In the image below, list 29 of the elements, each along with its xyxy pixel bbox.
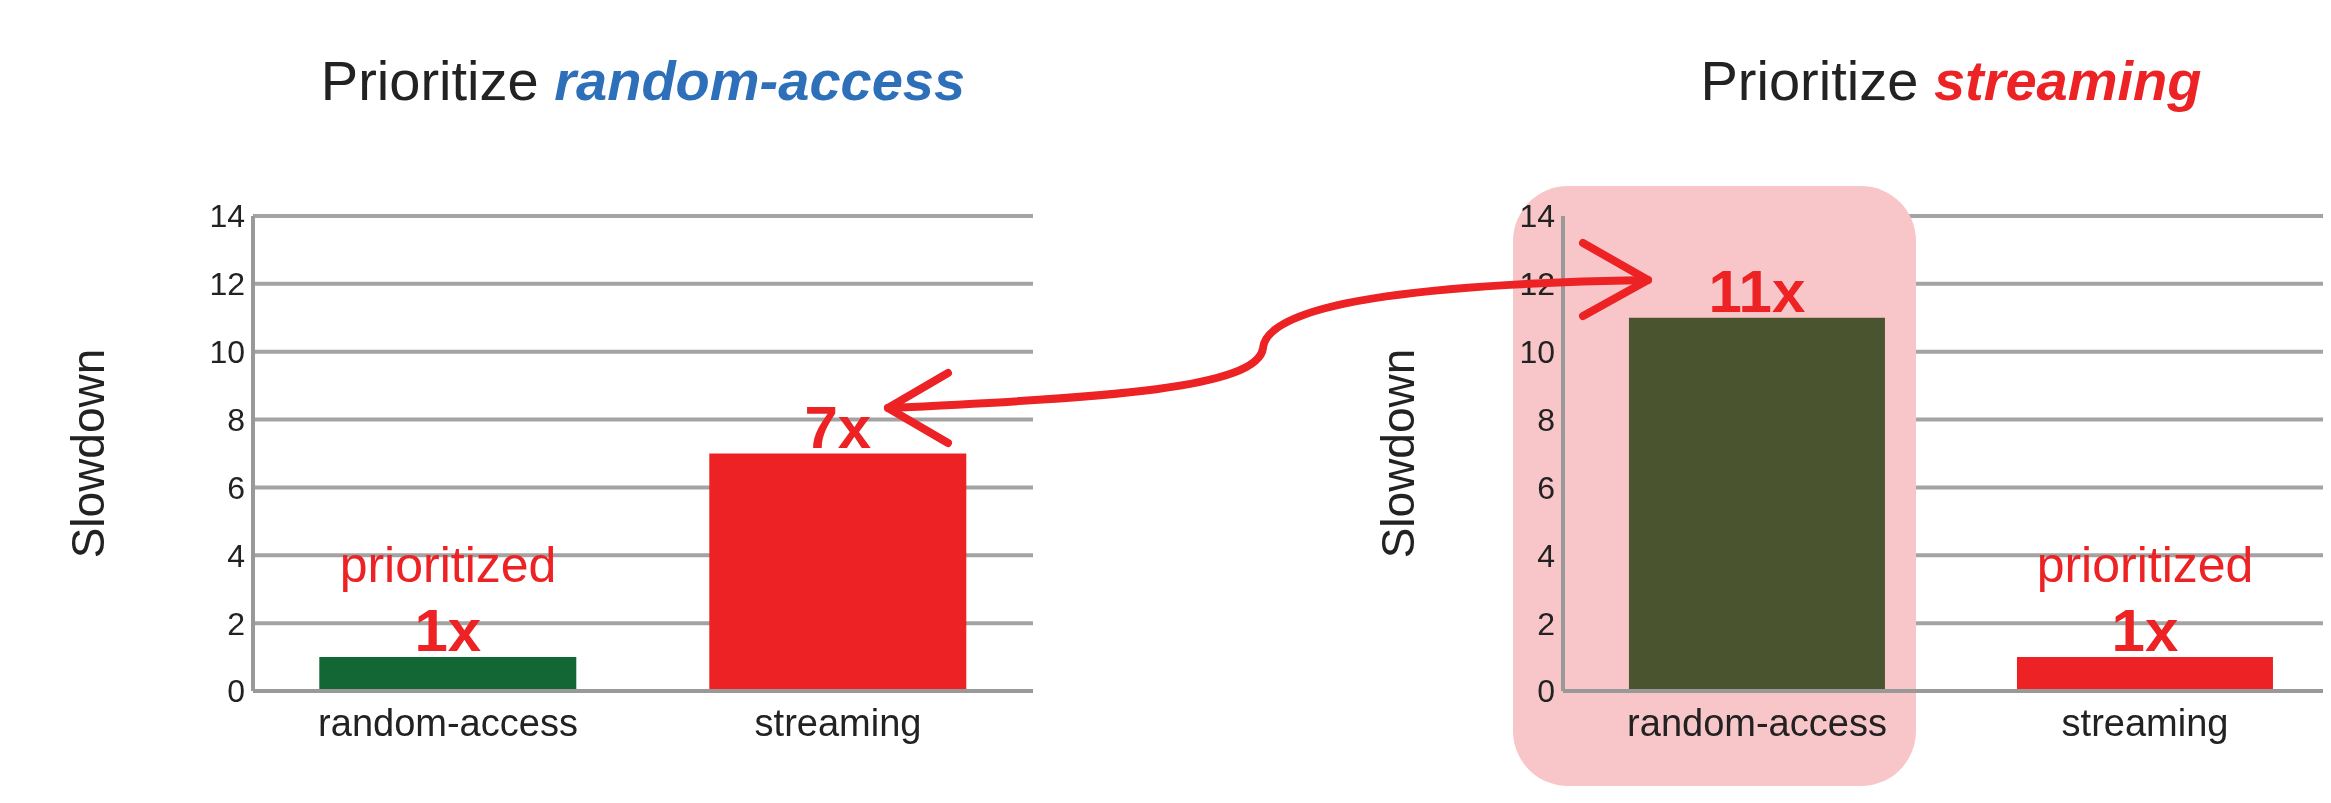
data-label: 7x	[804, 393, 872, 461]
y-tick-label: 12	[209, 266, 245, 303]
data-label: 1x	[414, 597, 482, 665]
y-tick-label: 2	[1537, 605, 1555, 642]
annotation: prioritized	[2036, 537, 2254, 594]
x-tick-label: streaming	[754, 701, 922, 744]
y-tick-label: 8	[227, 401, 245, 438]
y-tick-label: 14	[1519, 198, 1555, 235]
y-tick-label: 0	[227, 673, 245, 710]
y-tick-label: 10	[1519, 334, 1555, 371]
y-tick-label: 10	[209, 334, 245, 371]
data-label: 1x	[2111, 597, 2179, 665]
x-tick-label: streaming	[2061, 701, 2229, 744]
y-tick-label: 14	[209, 198, 245, 235]
y-tick-label: 6	[227, 469, 245, 506]
y-tick-label: 4	[1537, 537, 1555, 574]
annotation: prioritized	[339, 537, 557, 594]
x-tick-label: random-access	[318, 701, 578, 744]
chart-title: Prioritize random-access	[319, 48, 967, 113]
y-axis-title: Slowdown	[1372, 348, 1425, 559]
y-tick-label: 6	[1537, 469, 1555, 506]
chart-title: Prioritize streaming	[1699, 48, 2203, 113]
y-tick-label: 2	[227, 605, 245, 642]
data-label: 11x	[1708, 257, 1806, 325]
y-axis-title: Slowdown	[62, 348, 115, 559]
x-tick-label: random-access	[1627, 701, 1887, 744]
y-tick-label: 0	[1537, 673, 1555, 710]
y-tick-label: 4	[227, 537, 245, 574]
y-tick-label: 8	[1537, 401, 1555, 438]
